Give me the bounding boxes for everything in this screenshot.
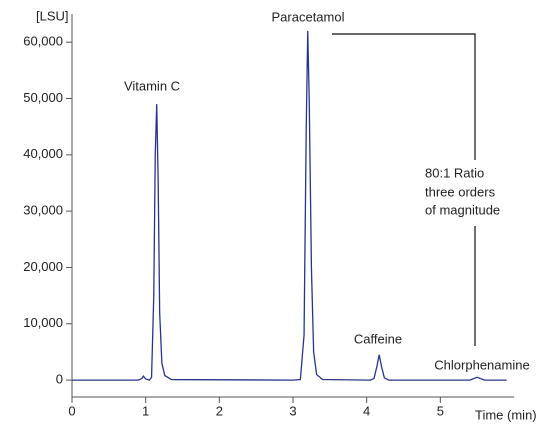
y-tick-label: 20,000 (23, 259, 63, 274)
peak-label: Vitamin C (124, 78, 180, 93)
y-tick-label: 60,000 (23, 34, 63, 49)
x-tick-label: 1 (142, 403, 149, 418)
x-tick-label: 3 (289, 403, 296, 418)
annotation: 80:1 Ratio (425, 165, 484, 180)
x-axis-label: Time (min) (475, 407, 537, 422)
y-tick-label: 0 (56, 372, 63, 387)
y-axis-label: [LSU] (36, 8, 69, 23)
x-tick-label: 0 (68, 403, 75, 418)
y-tick-label: 30,000 (23, 203, 63, 218)
annotation: of magnitude (425, 202, 500, 217)
x-tick-label: 4 (363, 403, 370, 418)
annotation: three orders (425, 184, 496, 199)
x-tick-label: 2 (216, 403, 223, 418)
ratio-bracket (332, 33, 476, 346)
y-tick-label: 10,000 (23, 315, 63, 330)
x-tick-label: 5 (437, 403, 444, 418)
peak-label: Caffeine (354, 331, 402, 346)
peak-label: Paracetamol (272, 9, 345, 24)
y-tick-label: 50,000 (23, 90, 63, 105)
peak-label: Chlorphenamine (434, 357, 529, 372)
y-tick-label: 40,000 (23, 146, 63, 161)
trace (72, 30, 507, 381)
